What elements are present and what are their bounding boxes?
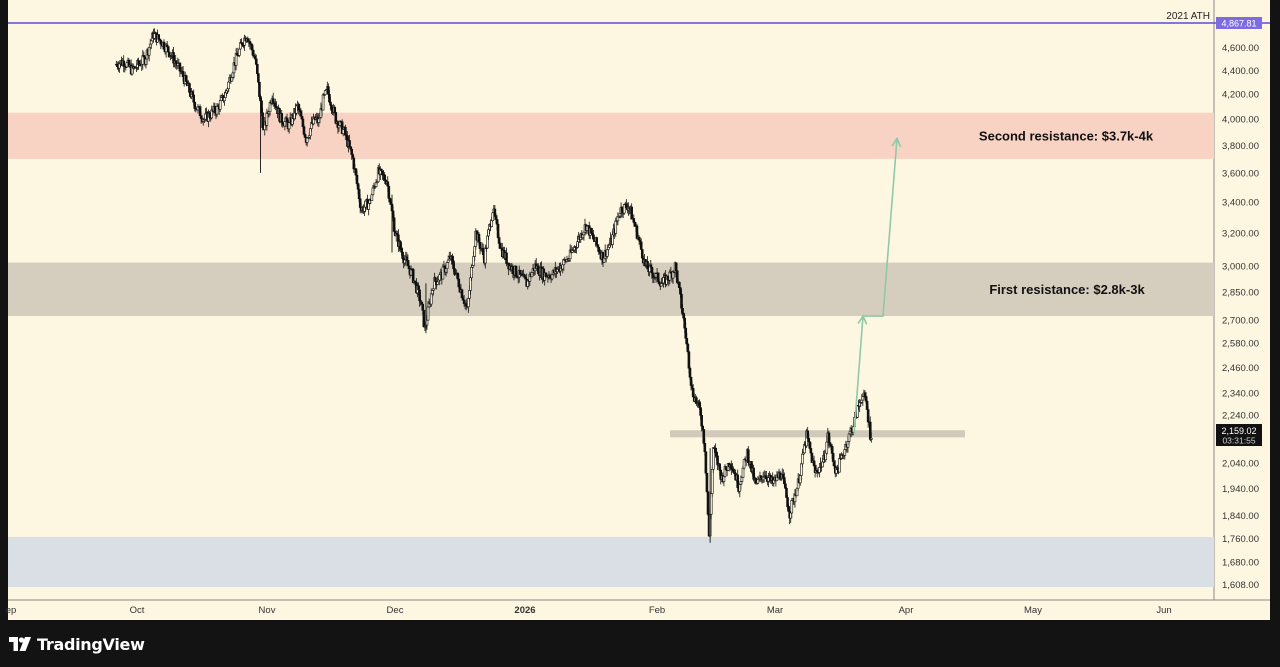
- ath-label: 2021 ATH: [1166, 11, 1210, 22]
- y-tick-label: 4,600.00: [1222, 43, 1259, 54]
- zones-layer: Second resistance: $3.7k-4k First resista…: [8, 112, 1214, 588]
- first-resistance-zone-label: First resistance: $2.8k-3k: [989, 282, 1145, 297]
- y-tick-label: 1,760.00: [1222, 534, 1259, 545]
- y-tick-label: 1,608.00: [1222, 580, 1259, 591]
- y-tick-label: 1,940.00: [1222, 484, 1259, 495]
- y-tick-label: 3,800.00: [1222, 141, 1259, 152]
- projection-arrowhead-2: [891, 136, 902, 148]
- y-tick-label: 2,340.00: [1222, 388, 1259, 399]
- y-tick-label: 2,040.00: [1222, 458, 1259, 469]
- x-tick-label: Jun: [1156, 605, 1171, 616]
- countdown-label: 03:31:55: [1222, 436, 1255, 446]
- time-axis[interactable]: [8, 600, 1270, 620]
- candle: [705, 472, 709, 493]
- y-tick-label: 4,000.00: [1222, 115, 1259, 126]
- x-tick-label: 2026: [514, 605, 535, 616]
- x-tick-label: Mar: [767, 605, 783, 616]
- candle: [870, 432, 873, 443]
- y-tick-label: 3,200.00: [1222, 229, 1259, 240]
- projection-arrow: [853, 138, 898, 435]
- x-tick-label: ep: [6, 605, 17, 616]
- ath-price-label: 4,867.81: [1221, 19, 1256, 29]
- x-tick-label: Oct: [130, 605, 145, 616]
- candle: [706, 490, 710, 516]
- y-tick-label: 2,700.00: [1222, 315, 1259, 326]
- first-resistance-zone: [8, 262, 1214, 317]
- y-tick-label: 4,400.00: [1222, 66, 1259, 77]
- y-tick-label: 4,200.00: [1222, 90, 1259, 101]
- tradingview-brand[interactable]: TradingView: [9, 631, 145, 657]
- y-tick-label: 2,460.00: [1222, 363, 1259, 374]
- brand-name: TradingView: [37, 634, 145, 654]
- support-zone: [8, 536, 1214, 588]
- x-tick-label: Apr: [899, 605, 914, 616]
- tradingview-logo-icon: [9, 637, 31, 651]
- y-tick-label: 2,850.00: [1222, 288, 1259, 299]
- x-tick-label: Feb: [649, 605, 665, 616]
- y-tick-label: 3,600.00: [1222, 168, 1259, 179]
- y-tick-label: 1,680.00: [1222, 558, 1259, 569]
- x-tick-label: May: [1024, 605, 1042, 616]
- x-tick-label: Nov: [259, 605, 276, 616]
- second-resistance-zone-label: Second resistance: $3.7k-4k: [979, 128, 1154, 143]
- candle: [704, 451, 708, 477]
- y-tick-label: 1,840.00: [1222, 511, 1259, 522]
- ath-price-badge: [1216, 17, 1262, 29]
- breakout-level-band: [670, 430, 965, 438]
- y-tick-label: 3,000.00: [1222, 261, 1259, 272]
- x-tick-label: Dec: [387, 605, 404, 616]
- x-ticks: ep Oct Nov Dec 2026 Feb Mar Apr May Jun: [6, 605, 1172, 616]
- y-tick-label: 2,240.00: [1222, 411, 1259, 422]
- y-ticks: 4,600.00 4,400.00 4,200.00 4,000.00 3,800.00…: [1222, 43, 1259, 591]
- candles-layer: [114, 28, 873, 543]
- current-price-label: 2,159.02: [1221, 426, 1256, 436]
- current-price-badge: [1216, 424, 1262, 447]
- y-tick-label: 3,400.00: [1222, 198, 1259, 209]
- price-axis[interactable]: [1214, 0, 1270, 600]
- projection-arrowhead-1: [857, 314, 868, 325]
- y-tick-label: 2,580.00: [1222, 339, 1259, 350]
